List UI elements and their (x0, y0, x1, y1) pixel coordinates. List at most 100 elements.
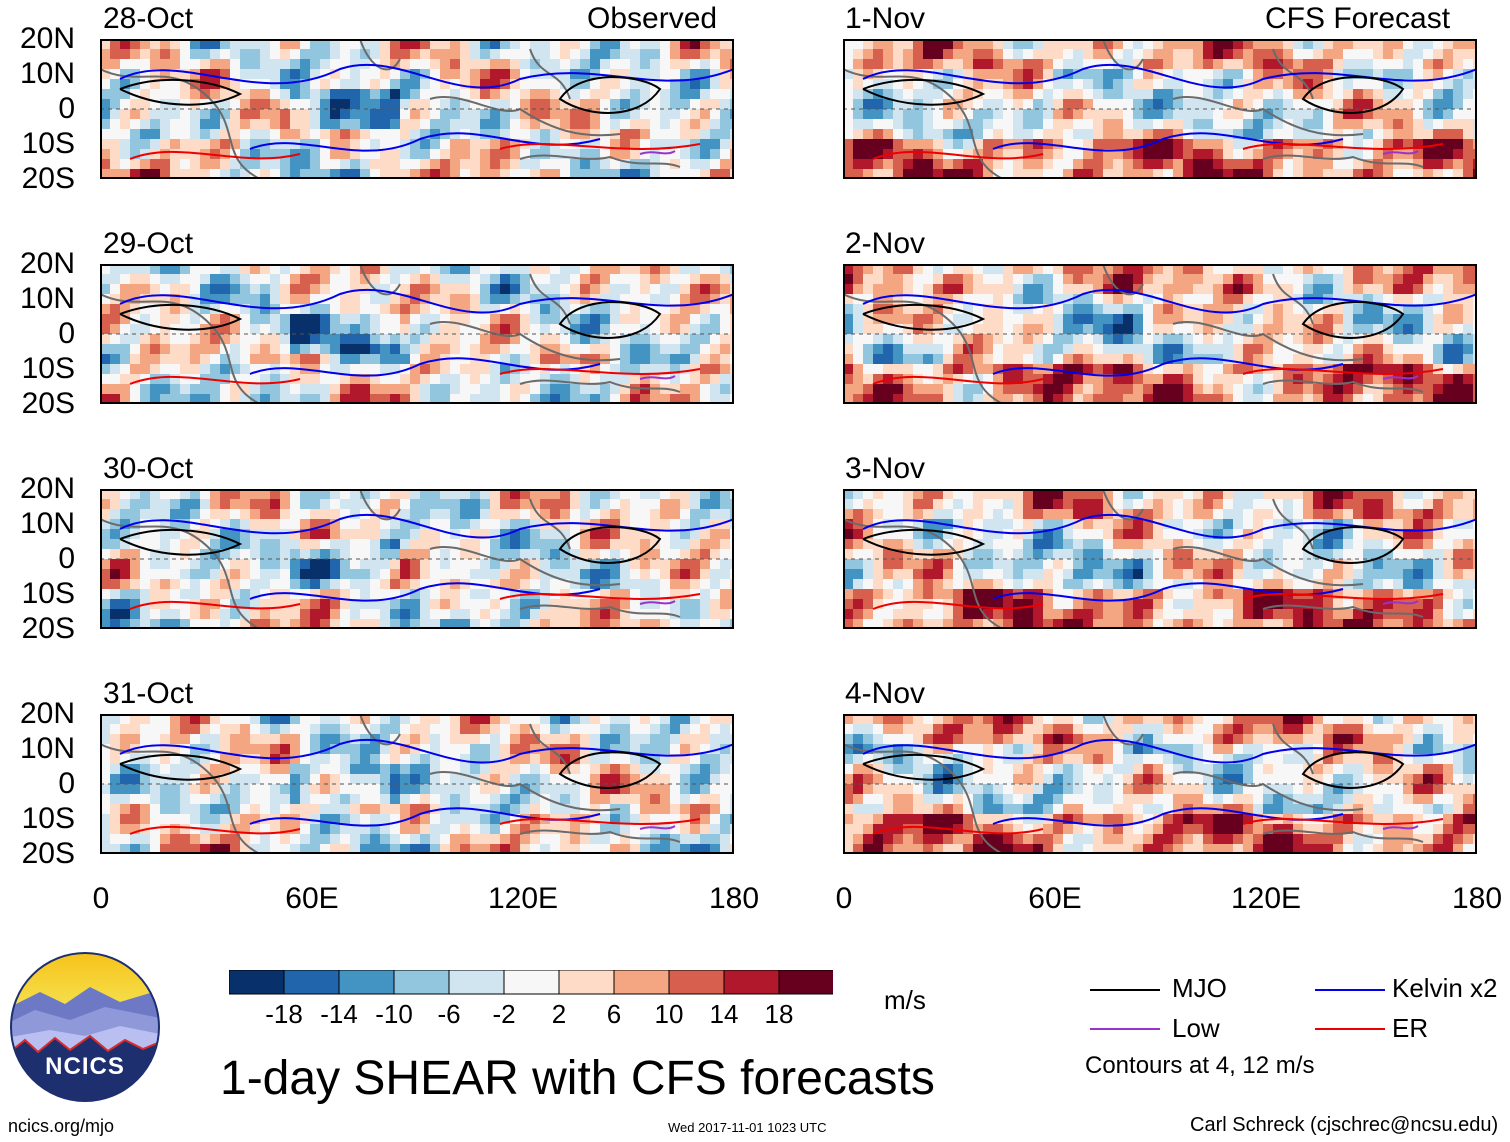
heatmap-cell (130, 784, 141, 795)
heatmap-cell (1013, 274, 1024, 285)
heatmap-cell (620, 324, 631, 335)
heatmap-cell (370, 374, 381, 385)
heatmap-cell (140, 619, 151, 629)
heatmap-cell (863, 109, 874, 120)
heatmap-cell (340, 59, 351, 70)
heatmap-cell (843, 109, 854, 120)
heatmap-cell (1243, 129, 1254, 140)
heatmap-cell (530, 304, 541, 315)
heatmap-cell (450, 834, 461, 845)
heatmap-cell (180, 499, 191, 510)
heatmap-cell (220, 169, 231, 179)
heatmap-cell (620, 499, 631, 510)
panel-date-fc-4: 4-Nov (845, 677, 926, 710)
heatmap-cell (140, 159, 151, 170)
heatmap-cell (520, 274, 531, 285)
heatmap-cell (480, 499, 491, 510)
heatmap-cell (410, 304, 421, 315)
heatmap-cell (160, 384, 171, 395)
heatmap-cell (100, 324, 111, 335)
heatmap-cell (1333, 49, 1344, 60)
heatmap-cell (720, 294, 731, 305)
heatmap-cell (1133, 89, 1144, 100)
heatmap-cell (280, 539, 291, 550)
heatmap-cell (530, 109, 541, 120)
heatmap-cell (1383, 119, 1394, 130)
heatmap-cell (1143, 119, 1154, 130)
heatmap-cell (1203, 324, 1214, 335)
heatmap-cell (600, 274, 611, 285)
heatmap-cell (300, 724, 311, 735)
heatmap-cell (510, 824, 521, 835)
heatmap-cell (480, 129, 491, 140)
heatmap-cell (700, 549, 711, 560)
heatmap-cell (400, 99, 411, 110)
heatmap-cell (110, 714, 121, 725)
heatmap-cell (620, 579, 631, 590)
heatmap-cell (340, 764, 351, 775)
heatmap-cell (1083, 59, 1094, 70)
heatmap-cell (430, 609, 441, 620)
heatmap-cell (1203, 314, 1214, 325)
heatmap-cell (1263, 119, 1274, 130)
heatmap-cell (350, 394, 361, 404)
heatmap-cell (190, 804, 201, 815)
heatmap-cell (440, 89, 451, 100)
heatmap-cell (300, 559, 311, 570)
heatmap-cell (400, 264, 411, 275)
heatmap-cell (570, 324, 581, 335)
heatmap-cell (1073, 49, 1084, 60)
heatmap-cell (250, 39, 261, 50)
heatmap-cell (720, 119, 731, 130)
heatmap-cell (260, 274, 271, 285)
heatmap-cell (470, 314, 481, 325)
heatmap-cell (1423, 274, 1434, 285)
heatmap-cell (1123, 149, 1134, 160)
heatmap-cell (983, 284, 994, 295)
heatmap-cell (610, 264, 621, 275)
heatmap-cell (120, 549, 131, 560)
heatmap-cell (1083, 169, 1094, 179)
heatmap-cell (1033, 99, 1044, 110)
heatmap-cell (1373, 284, 1384, 295)
heatmap-cell (100, 609, 111, 620)
heatmap-cell (650, 599, 661, 610)
heatmap-cell (200, 804, 211, 815)
heatmap-cell (1363, 99, 1374, 110)
heatmap-cell (260, 374, 271, 385)
heatmap-cell (300, 754, 311, 765)
heatmap-cell (953, 69, 964, 80)
heatmap-cell (480, 609, 491, 620)
heatmap-cell (550, 89, 561, 100)
heatmap-cell (1223, 284, 1234, 295)
heatmap-cell (520, 724, 531, 735)
heatmap-cell (400, 569, 411, 580)
heatmap-cell (1123, 69, 1134, 80)
heatmap-cell (640, 169, 651, 179)
heatmap-cell (510, 109, 521, 120)
heatmap-cell (410, 169, 421, 179)
heatmap-cell (1413, 39, 1424, 50)
heatmap-cell (700, 324, 711, 335)
heatmap-cell (230, 354, 241, 365)
heatmap-cell (520, 764, 531, 775)
heatmap-cell (620, 519, 631, 530)
heatmap-cell (290, 519, 301, 530)
heatmap-cell (1013, 294, 1024, 305)
heatmap-cell (600, 109, 611, 120)
heatmap-cell (340, 589, 351, 600)
heatmap-cell (200, 119, 211, 130)
heatmap-cell (470, 549, 481, 560)
heatmap-cell (1413, 274, 1424, 285)
heatmap-cell (500, 569, 511, 580)
heatmap-cell (520, 334, 531, 345)
heatmap-cell (490, 149, 501, 160)
heatmap-cell (943, 159, 954, 170)
heatmap-cell (420, 129, 431, 140)
heatmap-cell (190, 844, 201, 854)
heatmap-cell (1203, 99, 1214, 110)
heatmap-cell (210, 344, 221, 355)
heatmap-cell (210, 49, 221, 60)
heatmap-cell (620, 354, 631, 365)
heatmap-cell (650, 149, 661, 160)
